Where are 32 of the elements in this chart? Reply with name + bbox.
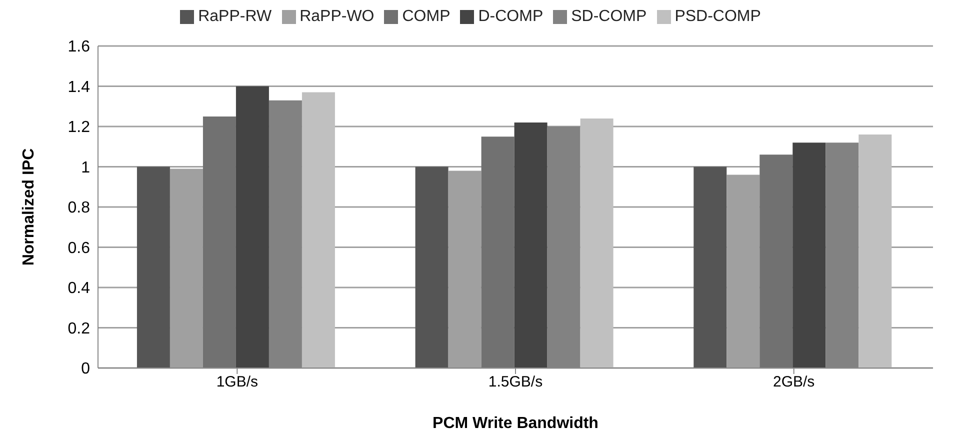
y-axis-title: Normalized IPC (20, 148, 38, 266)
y-tick-label: 0.8 (68, 200, 90, 217)
y-tick-label: 0.2 (68, 320, 90, 338)
bar (302, 92, 335, 368)
bar (136, 166, 170, 368)
bar (760, 154, 793, 368)
x-tick-label: 1.5GB/s (488, 374, 543, 391)
legend-label: PSD-COMP (674, 8, 761, 25)
y-tick-label: 1.2 (68, 119, 90, 136)
bar (236, 86, 269, 368)
bar (514, 122, 548, 368)
x-tick-label: 2GB/s (772, 374, 815, 391)
y-tick-label: 0.4 (68, 280, 90, 298)
bar (694, 166, 727, 368)
legend-label: RaPP-WO (300, 8, 374, 25)
bar (792, 142, 826, 368)
bar (202, 116, 236, 368)
bar (415, 166, 448, 368)
x-tick-label: 1GB/s (216, 374, 258, 391)
y-tick-label: 0 (81, 360, 90, 378)
bar (858, 134, 892, 368)
y-tick-label: 1.6 (68, 38, 90, 56)
legend-label: RaPP-RW (198, 8, 272, 25)
bar (481, 136, 514, 368)
y-tick-label: 1.4 (68, 78, 90, 96)
x-axis-title: PCM Write Bandwidth (432, 415, 598, 432)
bar (580, 118, 614, 368)
legend-label: SD-COMP (571, 8, 647, 25)
y-tick-label: 1 (81, 159, 90, 176)
legend-label: COMP (402, 8, 450, 25)
y-tick-label: 0.6 (68, 240, 90, 257)
legend-label: D-COMP (478, 8, 544, 25)
